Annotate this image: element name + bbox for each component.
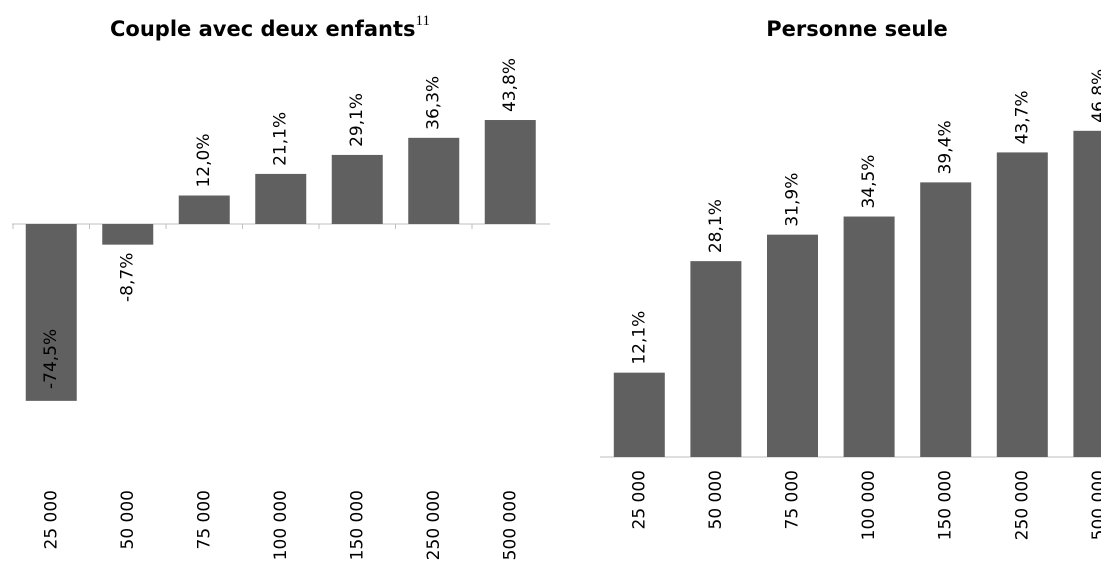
x-tick-label: 100 000 — [271, 490, 291, 560]
x-tick-label: 500 000 — [1089, 470, 1101, 540]
x-tick-label: 25 000 — [41, 490, 61, 549]
value-label: -8,7% — [118, 253, 138, 302]
bar — [767, 234, 818, 457]
title-text: Couple avec deux enfants — [110, 17, 416, 41]
chart-title: Personne seule — [766, 17, 948, 41]
x-tick-label: 250 000 — [424, 490, 444, 560]
value-label: 12,0% — [194, 133, 214, 187]
bar — [484, 120, 536, 224]
x-tick-label: 500 000 — [500, 490, 520, 560]
x-tick-label: 50 000 — [118, 490, 138, 549]
x-tick-label: 25 000 — [629, 470, 649, 529]
bar — [102, 224, 154, 245]
bar — [996, 152, 1048, 457]
bar — [25, 224, 77, 401]
bar — [843, 216, 895, 457]
value-label: 31,9% — [783, 173, 803, 227]
x-tick-label: 250 000 — [1012, 470, 1032, 540]
bar — [1073, 130, 1101, 457]
bar — [690, 261, 742, 457]
bar — [613, 372, 665, 457]
x-tick-label: 150 000 — [347, 490, 367, 560]
x-tick-label: 75 000 — [194, 490, 214, 549]
value-label: 43,8% — [500, 58, 520, 112]
bar — [408, 137, 460, 224]
chart-title: Couple avec deux enfants11 — [110, 13, 430, 41]
x-tick-label: 75 000 — [783, 470, 803, 529]
value-label: 34,5% — [859, 155, 879, 209]
value-label: 28,1% — [706, 199, 726, 253]
value-label: 21,1% — [271, 112, 291, 166]
value-label: 29,1% — [347, 93, 367, 147]
bar — [255, 173, 307, 224]
value-label: 39,4% — [936, 120, 956, 174]
x-tick-label: 100 000 — [859, 470, 879, 540]
value-label: -74,5% — [41, 329, 61, 389]
title-superscript: 11 — [416, 13, 430, 29]
value-label: 43,7% — [1012, 90, 1032, 144]
value-label: 36,3% — [424, 76, 444, 130]
value-label: 12,1% — [629, 311, 649, 365]
bar — [920, 182, 972, 457]
bar — [331, 154, 383, 224]
x-tick-label: 50 000 — [706, 470, 726, 529]
x-tick-label: 150 000 — [936, 470, 956, 540]
bar — [178, 195, 230, 224]
value-label: 46,8% — [1089, 69, 1101, 123]
